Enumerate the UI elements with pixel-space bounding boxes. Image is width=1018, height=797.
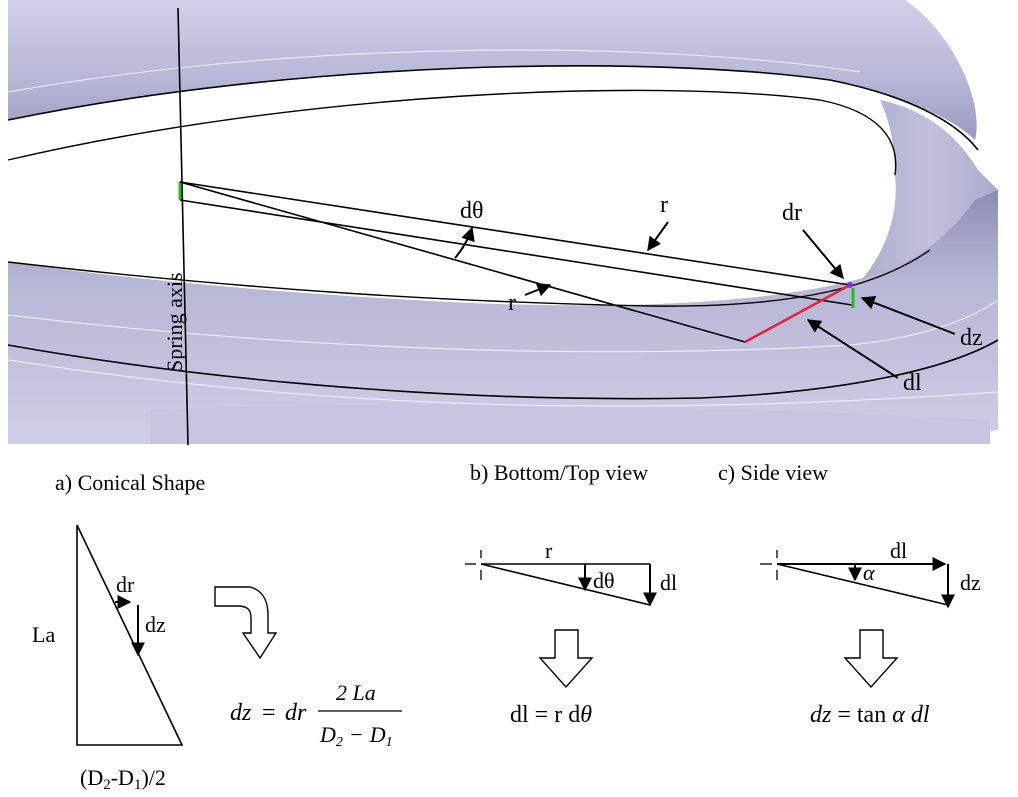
label-dl-c: dl <box>890 538 907 563</box>
formula-a: dz = dr 2 La D2− D1 <box>230 680 402 750</box>
panel-a: La dr dz (D2-D1)/2 dz = dr 2 La D2− D1 <box>32 524 402 793</box>
spring-axis-label: Spring axis <box>162 272 187 372</box>
label-r-upper: r <box>660 192 668 218</box>
label-dtheta-b: dθ <box>593 568 615 593</box>
formula-a-lhs: dz <box>230 700 252 726</box>
formula-a-dr: dr <box>285 700 307 726</box>
formula-a-num: 2 La <box>336 680 376 705</box>
arrow-r-lower <box>524 283 552 297</box>
label-dr-cone: dr <box>116 572 135 597</box>
dr-point <box>847 282 853 288</box>
curved-hollow-arrow <box>214 586 278 660</box>
label-la: La <box>32 622 55 647</box>
label-dr-3d: dr <box>782 200 802 226</box>
cone-triangle <box>76 524 184 746</box>
spring-inner-hole <box>8 88 896 304</box>
label-dl-b: dl <box>660 570 677 595</box>
triangle-b-hyp <box>480 563 651 606</box>
spring-back-coil <box>8 0 977 140</box>
spring-render <box>7 0 999 446</box>
radius-lines <box>179 181 853 343</box>
label-dz-3d: dz <box>960 325 983 351</box>
arrow-dl <box>806 319 899 379</box>
dtheta-arc <box>454 226 475 259</box>
spring-front-coil <box>8 190 998 445</box>
arrow-dz <box>860 296 956 335</box>
formula-a-eq: = <box>262 700 276 726</box>
panel-b: r dθ dl dl = r dθ <box>465 538 677 728</box>
caption-c: c) Side view <box>718 460 828 485</box>
dl-segment <box>744 283 851 344</box>
caption-a: a) Conical Shape <box>55 470 205 495</box>
formula-c: dz = tan α dl <box>810 702 930 728</box>
formula-b: dl = r dθ <box>510 702 592 728</box>
arrow-dr <box>802 229 844 280</box>
label-dz-cone: dz <box>145 612 166 637</box>
label-dz-c: dz <box>960 570 981 595</box>
label-r-b: r <box>545 538 553 563</box>
label-dtheta-3d: dθ <box>460 198 484 224</box>
triangle-c-hyp <box>776 563 949 606</box>
down-hollow-arrow-c <box>843 629 899 689</box>
label-r-lower: r <box>508 290 516 316</box>
panel-c: dl α dz dz = tan α dl <box>760 538 981 728</box>
spring-lower-coil <box>150 404 990 445</box>
label-dl-3d: dl <box>903 370 922 396</box>
caption-b: b) Bottom/Top view <box>470 460 648 485</box>
formula-a-den: D2− D1 <box>319 722 393 750</box>
spring-axis-line <box>177 7 189 446</box>
label-alpha-c: α <box>863 560 875 585</box>
down-hollow-arrow-b <box>538 629 594 689</box>
arrow-r-upper <box>647 221 669 252</box>
label-base: (D2-D1)/2 <box>80 765 166 793</box>
